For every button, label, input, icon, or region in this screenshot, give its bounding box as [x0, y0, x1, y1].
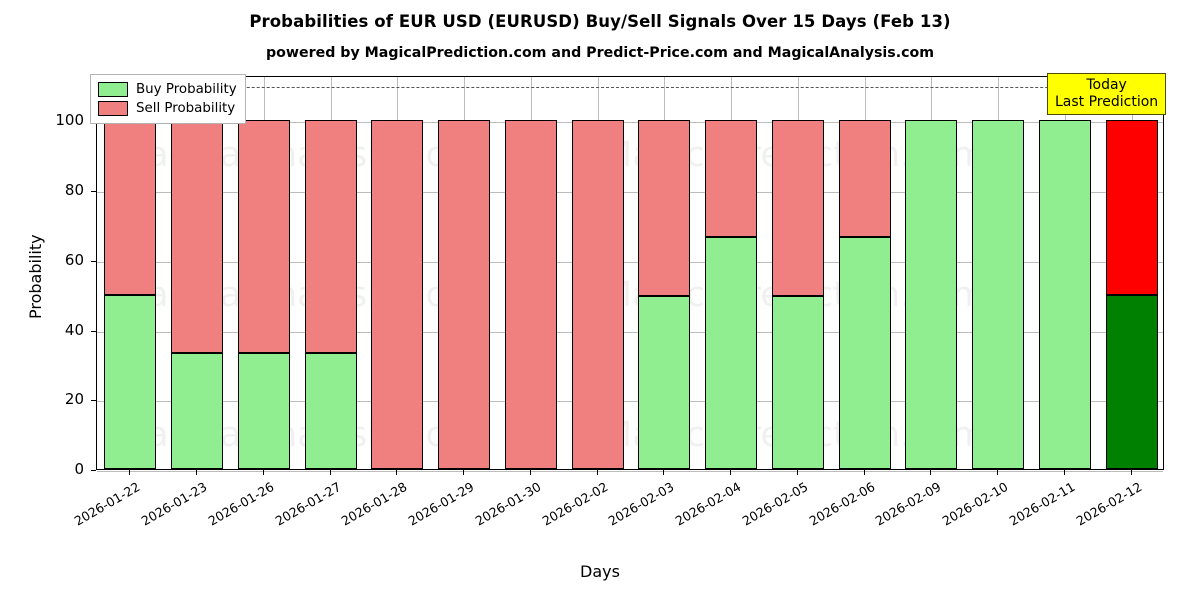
- bar-segment-buy[interactable]: [171, 352, 224, 469]
- bar-group[interactable]: [905, 75, 958, 469]
- reference-dashed-line: [97, 87, 1163, 89]
- y-axis-tick-label: 40: [64, 320, 84, 339]
- bar-group[interactable]: [771, 75, 824, 469]
- bar-segment-sell[interactable]: [104, 120, 157, 295]
- legend-label-sell: Sell Probability: [136, 101, 236, 116]
- gridline-horizontal: [97, 192, 1163, 194]
- x-axis-tick-mark: [1130, 470, 1132, 475]
- y-axis-tick-label: 80: [64, 181, 84, 200]
- today-line-2: Last Prediction: [1055, 93, 1159, 110]
- gridline-horizontal: [97, 471, 1163, 472]
- x-axis-tick-mark: [262, 470, 264, 475]
- plot-area: MagicalAnalysis.comMagicaPrediction.comM…: [96, 76, 1164, 472]
- today-line-1: Today: [1086, 77, 1127, 93]
- x-axis-tick-mark: [196, 470, 198, 475]
- bar-group[interactable]: [638, 75, 691, 469]
- x-axis-tick-mark: [930, 470, 932, 475]
- bar-group[interactable]: [838, 75, 891, 469]
- x-axis-tick-mark: [730, 470, 732, 475]
- bar-segment-buy[interactable]: [1105, 294, 1158, 469]
- bar-group[interactable]: [237, 75, 290, 469]
- today-annotation: Today Last Prediction: [1047, 73, 1167, 116]
- gridline-horizontal: [97, 331, 1163, 333]
- y-axis-tick-mark: [91, 400, 96, 402]
- x-axis-tick-mark: [1063, 470, 1065, 475]
- x-axis-label: Days: [580, 562, 620, 581]
- x-axis-tick-mark: [663, 470, 665, 475]
- legend-swatch-sell: [98, 101, 128, 116]
- x-axis-tick-mark: [463, 470, 465, 475]
- y-axis-tick-mark: [91, 470, 96, 472]
- bar-segment-buy[interactable]: [237, 352, 290, 469]
- y-axis-tick-label: 60: [64, 250, 84, 269]
- bar-segment-sell[interactable]: [304, 120, 357, 353]
- gridline-horizontal: [97, 122, 1163, 124]
- bar-segment-buy[interactable]: [705, 237, 758, 469]
- x-axis-tick-mark: [396, 470, 398, 475]
- x-axis-tick-mark: [129, 470, 131, 475]
- chart-subtitle: powered by MagicalPrediction.com and Pre…: [265, 45, 935, 61]
- y-axis-tick-label: 100: [55, 111, 84, 130]
- bar-group[interactable]: [304, 75, 357, 469]
- bar-segment-sell[interactable]: [171, 120, 224, 353]
- chart-legend: Buy Probability Sell Probability: [90, 74, 246, 124]
- bar-segment-sell[interactable]: [638, 120, 691, 297]
- legend-swatch-buy: [98, 82, 128, 97]
- bar-segment-sell[interactable]: [838, 120, 891, 238]
- x-axis-tick-mark: [596, 470, 598, 475]
- x-axis-tick-mark: [329, 470, 331, 475]
- bar-segment-sell[interactable]: [371, 120, 424, 469]
- bar-group[interactable]: [171, 75, 224, 469]
- x-axis-tick-mark: [529, 470, 531, 475]
- bar-segment-sell[interactable]: [771, 120, 824, 297]
- bar-group[interactable]: [1105, 75, 1158, 469]
- bar-segment-buy[interactable]: [905, 120, 958, 469]
- y-axis-label: Probability: [26, 234, 45, 319]
- bar-segment-buy[interactable]: [1038, 120, 1091, 469]
- bar-segment-buy[interactable]: [104, 294, 157, 469]
- bar-segment-buy[interactable]: [304, 352, 357, 469]
- x-axis-tick-mark: [997, 470, 999, 475]
- bar-segment-sell[interactable]: [571, 120, 624, 469]
- bar-group[interactable]: [571, 75, 624, 469]
- bar-segment-buy[interactable]: [771, 296, 824, 469]
- bar-segment-sell[interactable]: [705, 120, 758, 238]
- bar-segment-sell[interactable]: [438, 120, 491, 469]
- y-axis-tick-label: 20: [64, 390, 84, 409]
- bars-layer: [97, 77, 1163, 469]
- gridline-horizontal: [97, 261, 1163, 263]
- y-axis-tick-mark: [91, 191, 96, 193]
- bar-segment-buy[interactable]: [838, 237, 891, 469]
- y-axis-tick-mark: [91, 330, 96, 332]
- y-axis-tick-label: 0: [74, 460, 84, 478]
- plot-inner: MagicalAnalysis.comMagicaPrediction.comM…: [97, 77, 1163, 472]
- legend-item-sell: Sell Probability: [98, 99, 237, 118]
- bar-group[interactable]: [104, 75, 157, 469]
- bar-segment-sell[interactable]: [504, 120, 557, 469]
- gridline-horizontal: [97, 401, 1163, 403]
- bar-segment-buy[interactable]: [972, 120, 1025, 469]
- y-axis-tick-mark: [91, 260, 96, 262]
- bar-group[interactable]: [371, 75, 424, 469]
- bar-group[interactable]: [705, 75, 758, 469]
- x-axis-tick-mark: [796, 470, 798, 475]
- legend-label-buy: Buy Probability: [136, 82, 237, 97]
- bar-group[interactable]: [972, 75, 1025, 469]
- bar-group[interactable]: [504, 75, 557, 469]
- bar-group[interactable]: [1038, 75, 1091, 469]
- bar-segment-sell[interactable]: [1105, 120, 1158, 295]
- bar-group[interactable]: [438, 75, 491, 469]
- x-axis-tick-mark: [863, 470, 865, 475]
- bar-segment-buy[interactable]: [638, 296, 691, 469]
- legend-item-buy: Buy Probability: [98, 80, 237, 99]
- bar-segment-sell[interactable]: [237, 120, 290, 353]
- chart-title: Probabilities of EUR USD (EURUSD) Buy/Se…: [249, 12, 951, 31]
